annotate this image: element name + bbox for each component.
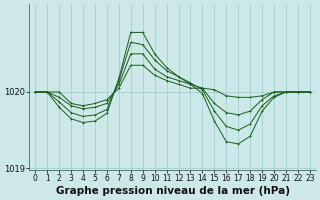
X-axis label: Graphe pression niveau de la mer (hPa): Graphe pression niveau de la mer (hPa) xyxy=(56,186,290,196)
